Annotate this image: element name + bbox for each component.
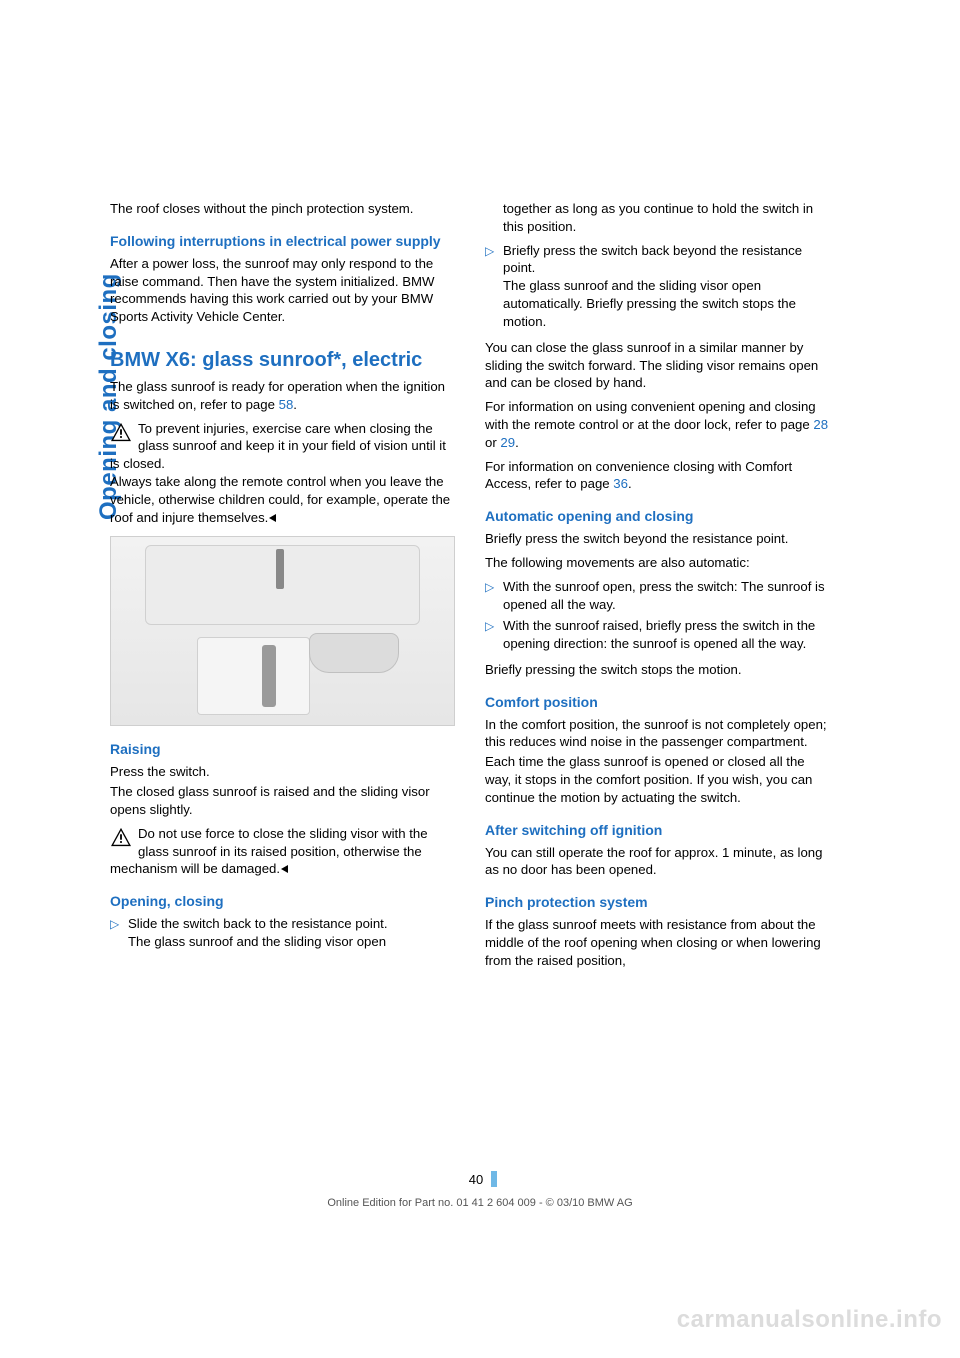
heading-opening-closing: Opening, closing: [110, 892, 455, 911]
heading-pinch-protection: Pinch protection system: [485, 893, 830, 912]
body-text: Press the switch.: [110, 763, 455, 781]
watermark: carmanualsonline.info: [677, 1306, 942, 1334]
page-link[interactable]: 36: [613, 476, 628, 491]
heading-raising: Raising: [110, 740, 455, 759]
sunroof-control-figure: [110, 536, 455, 726]
list-item-continuation: together as long as you continue to hold…: [485, 200, 830, 236]
heading-power-supply: Following interruptions in electrical po…: [110, 232, 455, 251]
heading-after-ignition: After switching off ignition: [485, 821, 830, 840]
bullet-icon: ▷: [485, 617, 503, 653]
body-text: After a power loss, the sunroof may only…: [110, 255, 455, 326]
list-text: Slide the switch back to the resistance …: [128, 916, 388, 931]
body-text: The roof closes without the pinch protec…: [110, 200, 455, 218]
text: The glass sunroof is ready for operation…: [110, 379, 445, 412]
page-number-bar: [491, 1171, 497, 1187]
page-content: The roof closes without the pinch protec…: [110, 200, 830, 976]
body-text: Each time the glass sunroof is opened or…: [485, 753, 830, 806]
list-text: With the sunroof open, press the switch:…: [503, 578, 830, 614]
bullet-icon: ▷: [485, 578, 503, 614]
list-item: ▷ Briefly press the switch back beyond t…: [485, 242, 830, 331]
list-text: With the sunroof raised, briefly press t…: [503, 617, 830, 653]
list-text: Briefly press the switch back beyond the…: [503, 243, 802, 276]
body-text: If the glass sunroof meets with resistan…: [485, 916, 830, 969]
body-text: Briefly pressing the switch stops the mo…: [485, 661, 830, 679]
end-mark-icon: [268, 513, 278, 523]
body-text: In the comfort position, the sunroof is …: [485, 716, 830, 752]
text: .: [628, 476, 632, 491]
text: For information on using convenient open…: [485, 399, 816, 432]
warning-icon: [110, 422, 132, 442]
page-footer: 40 Online Edition for Part no. 01 41 2 6…: [0, 1170, 960, 1209]
bullet-spacer: [485, 200, 503, 236]
heading-comfort: Comfort position: [485, 693, 830, 712]
page-link[interactable]: 29: [500, 435, 515, 450]
right-column: together as long as you continue to hold…: [485, 200, 830, 976]
warning-block: Do not use force to close the sliding vi…: [110, 825, 455, 878]
page-number: 40: [463, 1170, 489, 1189]
warning-text: Always take along the remote control whe…: [110, 474, 450, 525]
heading-automatic: Automatic opening and closing: [485, 507, 830, 526]
bullet-icon: ▷: [110, 915, 128, 951]
body-text: For information on convenience closing w…: [485, 458, 830, 494]
footer-line: Online Edition for Part no. 01 41 2 604 …: [0, 1197, 960, 1209]
body-text: The glass sunroof is ready for operation…: [110, 378, 455, 414]
left-column: The roof closes without the pinch protec…: [110, 200, 455, 976]
text: For information on convenience closing w…: [485, 459, 792, 492]
text: .: [293, 397, 297, 412]
body-text: The following movements are also automat…: [485, 554, 830, 572]
warning-text: Do not use force to close the sliding vi…: [110, 826, 428, 877]
list-item: ▷ With the sunroof open, press the switc…: [485, 578, 830, 614]
list-text: The glass sunroof and the sliding visor …: [128, 934, 386, 949]
body-text: You can close the glass sunroof in a sim…: [485, 339, 830, 392]
end-mark-icon: [280, 864, 290, 874]
page-link[interactable]: 58: [279, 397, 294, 412]
text: or: [485, 435, 500, 450]
list-text: together as long as you continue to hold…: [503, 200, 830, 236]
warning-icon: [110, 827, 132, 847]
bullet-icon: ▷: [485, 242, 503, 331]
list-text: The glass sunroof and the sliding visor …: [503, 278, 796, 329]
text: .: [515, 435, 519, 450]
warning-text: To prevent injuries, exercise care when …: [110, 421, 446, 472]
body-text: The closed glass sunroof is raised and t…: [110, 783, 455, 819]
list-item: ▷ Slide the switch back to the resistanc…: [110, 915, 455, 951]
body-text: Briefly press the switch beyond the resi…: [485, 530, 830, 548]
warning-block: To prevent injuries, exercise care when …: [110, 420, 455, 527]
page-link[interactable]: 28: [813, 417, 828, 432]
body-text: For information on using convenient open…: [485, 398, 830, 451]
body-text: You can still operate the roof for appro…: [485, 844, 830, 880]
list-item: ▷ With the sunroof raised, briefly press…: [485, 617, 830, 653]
heading-bmw-x6-sunroof: BMW X6: glass sunroof*, electric: [110, 348, 455, 372]
